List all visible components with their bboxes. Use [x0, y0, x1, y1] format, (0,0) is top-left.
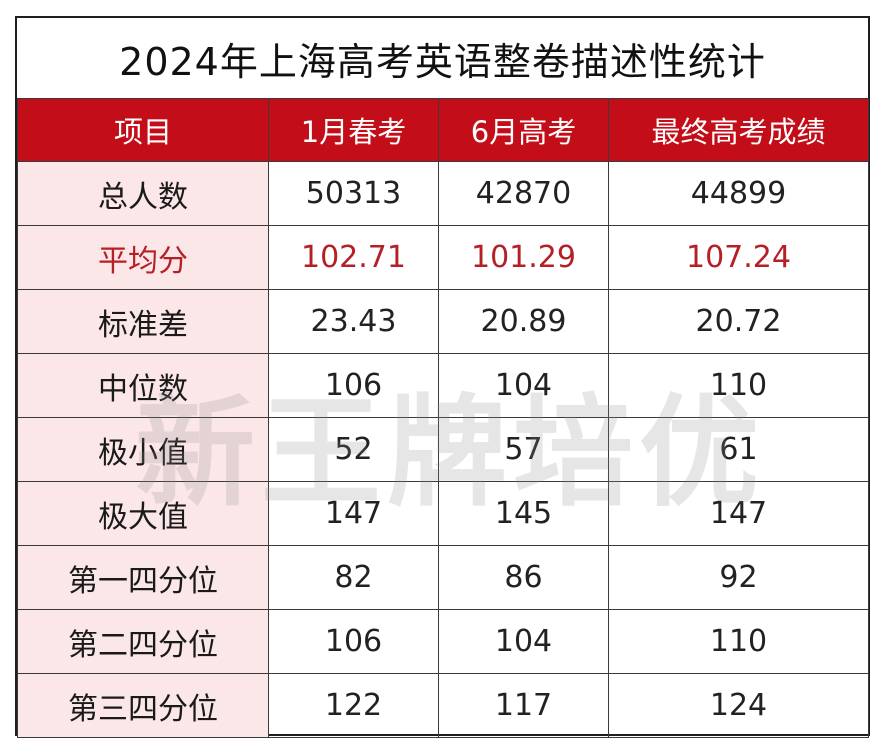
table-cell: 107.24: [608, 225, 869, 290]
table-cell: 102.71: [268, 225, 439, 290]
table-cell: 20.89: [438, 289, 609, 354]
row-label: 标准差: [17, 289, 269, 354]
table-cell: 147: [608, 481, 869, 546]
table-cell: 101.29: [438, 225, 609, 290]
table-cell: 82: [268, 545, 439, 610]
table-row: 第一四分位 82 86 92: [17, 545, 869, 610]
table-cell: 147: [268, 481, 439, 546]
header-row: 项目 1月春考 6月高考 最终高考成绩: [17, 98, 869, 162]
table-cell: 122: [268, 673, 439, 738]
row-label: 第三四分位: [17, 673, 269, 738]
table-cell: 104: [438, 353, 609, 418]
table-cell: 52: [268, 417, 439, 482]
table-row: 中位数 106 104 110: [17, 353, 869, 418]
table-row: 总人数 50313 42870 44899: [17, 161, 869, 226]
table-title: 2024年上海高考英语整卷描述性统计: [119, 39, 766, 84]
table-cell: 23.43: [268, 289, 439, 354]
table-cell: 124: [608, 673, 869, 738]
table-cell: 86: [438, 545, 609, 610]
row-label: 极大值: [17, 481, 269, 546]
table-cell: 106: [268, 353, 439, 418]
table-row: 极小值 52 57 61: [17, 417, 869, 482]
table-cell: 110: [608, 609, 869, 674]
header-jan-exam: 1月春考: [268, 98, 439, 162]
table-cell: 110: [608, 353, 869, 418]
table-cell: 57: [438, 417, 609, 482]
statistics-table: 项目 1月春考 6月高考 最终高考成绩 总人数 50313 42870 4489…: [17, 98, 869, 738]
table-cell: 44899: [608, 161, 869, 226]
table-cell: 42870: [438, 161, 609, 226]
table-cell: 106: [268, 609, 439, 674]
table-row: 第三四分位 122 117 124: [17, 673, 869, 738]
table-cell: 92: [608, 545, 869, 610]
row-label: 第一四分位: [17, 545, 269, 610]
table-cell: 20.72: [608, 289, 869, 354]
table-cell: 61: [608, 417, 869, 482]
header-final-score: 最终高考成绩: [608, 98, 869, 162]
table-row: 第二四分位 106 104 110: [17, 609, 869, 674]
table-cell: 117: [438, 673, 609, 738]
table-cell: 104: [438, 609, 609, 674]
row-label: 极小值: [17, 417, 269, 482]
table-row: 标准差 23.43 20.89 20.72: [17, 289, 869, 354]
table-row: 极大值 147 145 147: [17, 481, 869, 546]
table-cell: 50313: [268, 161, 439, 226]
header-jun-exam: 6月高考: [438, 98, 609, 162]
stats-table-frame: 2024年上海高考英语整卷描述性统计 项目 1月春考 6月高考 最终高考成绩 总…: [15, 16, 870, 738]
row-label: 第二四分位: [17, 609, 269, 674]
header-item: 项目: [17, 98, 269, 162]
row-label: 中位数: [17, 353, 269, 418]
row-label: 总人数: [17, 161, 269, 226]
table-row-highlighted: 平均分 102.71 101.29 107.24: [17, 225, 869, 290]
table-cell: 145: [438, 481, 609, 546]
row-label: 平均分: [17, 225, 269, 290]
